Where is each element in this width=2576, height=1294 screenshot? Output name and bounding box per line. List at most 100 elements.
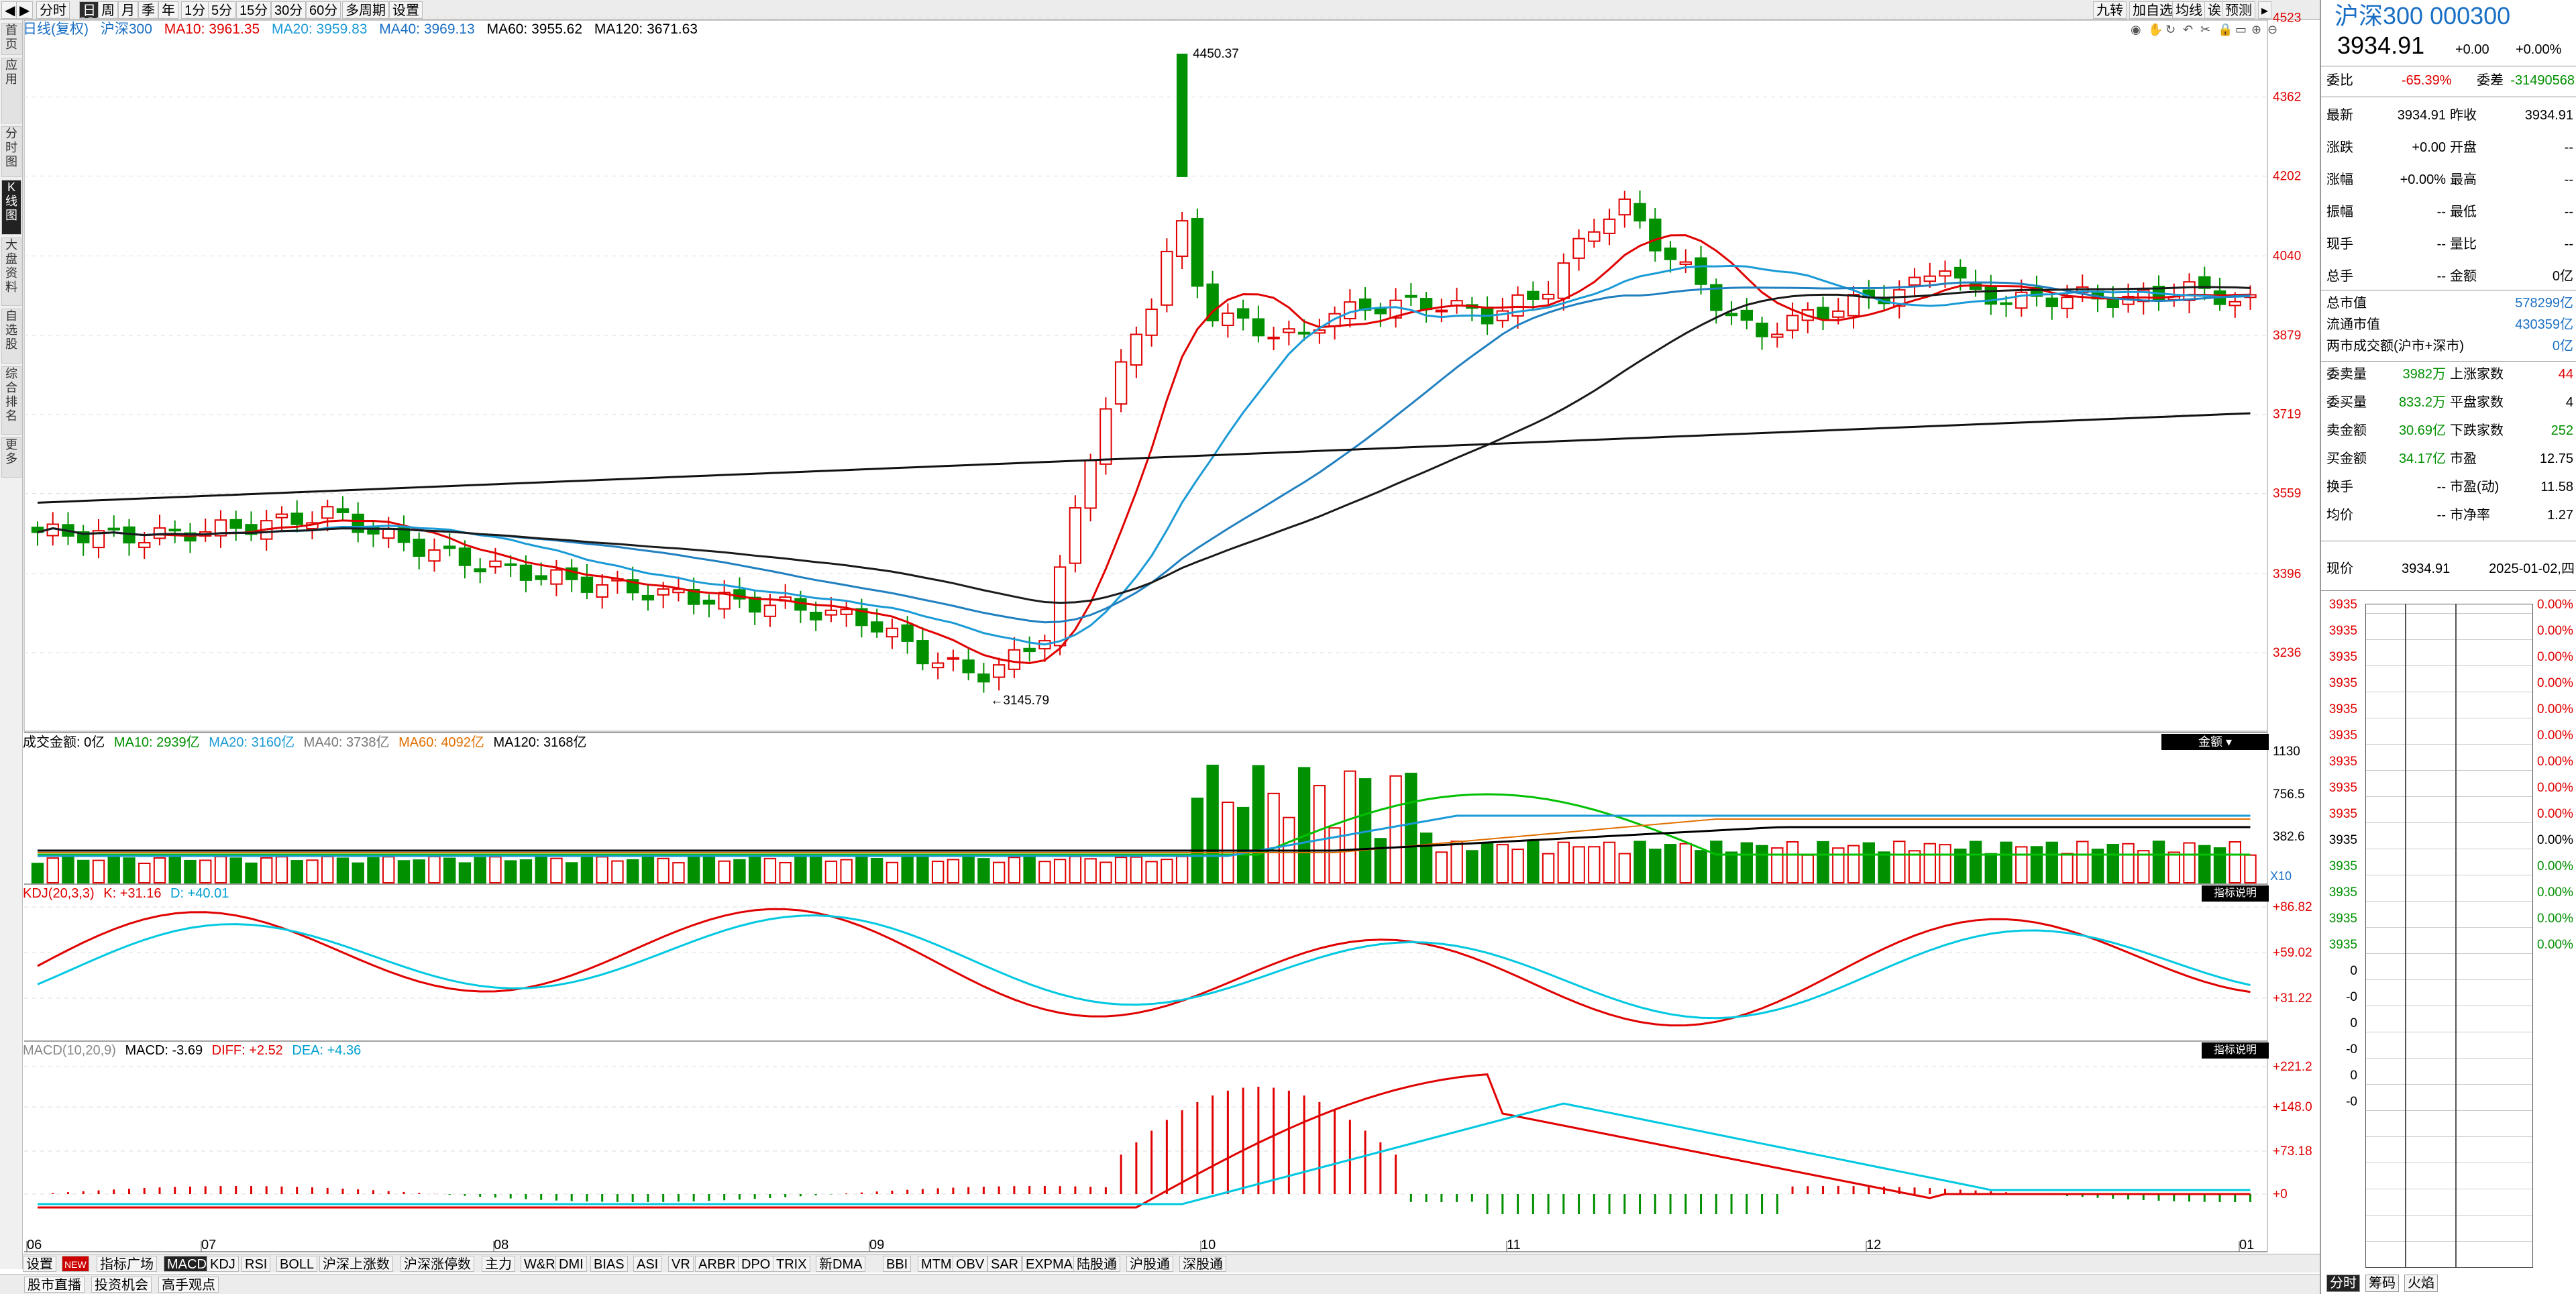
hand-icon[interactable]: ✋ [2148,23,2163,36]
indicator-tab-22[interactable]: SAR [987,1256,1022,1272]
indicator-tab-3[interactable]: MACD [164,1256,210,1272]
volume-bar [62,856,74,884]
indicator-tab-5[interactable]: RSI [241,1256,271,1272]
indicator-tab-1[interactable]: NEW [62,1256,89,1272]
sidebar-item-intraday[interactable]: 分时图 [1,126,21,177]
market-label2-3: 市盈 [2450,451,2477,466]
prev-arrow-icon[interactable]: ◀ [1,1,19,19]
period-tab-30min[interactable]: 30分 [271,1,307,19]
candle-body [2183,281,2196,301]
sidebar-item-home[interactable]: 首页 [1,23,21,55]
period-tab-1min[interactable]: 1分 [181,1,209,19]
indicator-tab-13[interactable]: ASI [633,1256,662,1272]
indicator-tab-23[interactable]: EXPMA [1022,1256,1077,1272]
kdj-help-button[interactable]: 指标说明 [2202,885,2269,902]
settings-button[interactable]: 设置 [389,1,423,19]
quote-value-1: +0.00 [2412,140,2446,155]
candle-body [1679,261,1693,265]
indicator-tab-26[interactable]: 深股通 [1179,1256,1226,1272]
zoom-in-icon[interactable]: ⊕ [2251,23,2262,36]
candle-body [1588,231,1601,242]
indicator-tab-0[interactable]: 设置 [23,1256,56,1272]
period-tab-month[interactable]: 月 [118,1,138,19]
indicator-tab-19[interactable]: BBI [883,1256,912,1272]
period-tab-intraday[interactable]: 分时 [36,1,70,19]
zoom-out-icon[interactable]: ⊖ [2267,23,2278,36]
candle-body [1130,333,1143,366]
market-label2-0: 上涨家数 [2450,367,2504,382]
indicator-tab-20[interactable]: MTM [918,1256,955,1272]
cut-icon[interactable]: ✂ [2200,23,2211,36]
window-icon[interactable]: ▭ [2235,23,2247,36]
indicator-tab-9[interactable]: 主力 [482,1256,515,1272]
lock-icon[interactable]: 🔒 [2218,23,2233,36]
sidebar-item-ranking[interactable]: 综合排名 [1,366,21,435]
period-tab-15min[interactable]: 15分 [236,1,272,19]
period-tab-60min[interactable]: 60分 [306,1,341,19]
candle-body [290,513,303,525]
ladder-pct-0: 0.00% [2537,598,2573,612]
volume-tick-label: 382.6 [2273,830,2305,844]
sidebar-item-market-info[interactable]: 大盘资料 [1,237,21,306]
volume-bar [397,860,411,884]
period-tab-day[interactable]: 日 [79,1,99,19]
indicator-tab-6[interactable]: BOLL [276,1256,318,1272]
tab-live[interactable]: 股市直播 [24,1277,85,1293]
volume-bar [2152,841,2165,883]
indicator-tab-12[interactable]: BIAS [590,1256,628,1272]
period-tab-quarter[interactable]: 季 [138,1,158,19]
kdj-tick-label: +86.82 [2273,900,2312,914]
kline-chart-area[interactable]: 4523 4362 4202 4040 3879 3719 3559 3396 3236 4450… [0,0,2320,1294]
indicator-tab-14[interactable]: VR [668,1256,694,1272]
sidebar-item-watchlist[interactable]: 自选股 [1,309,21,364]
volume-bar [1328,827,1341,883]
period-tab-5min[interactable]: 5分 [208,1,236,19]
toolbar-misc-button[interactable]: 诶 [2204,1,2224,19]
indicator-tab-2[interactable]: 指标广场 [97,1256,157,1272]
volume-bar [1923,843,1936,883]
refresh-icon[interactable]: ↻ [2165,23,2176,36]
sidebar-item-kline[interactable]: K线图 [1,180,21,235]
sidebar-item-apps[interactable]: 应用 [1,58,21,123]
quote-tab-1[interactable]: 筹码 [2365,1275,2399,1292]
add-favorite-button[interactable]: 加自选 [2129,1,2176,19]
volume-bar [1344,770,1356,883]
indicator-tab-25[interactable]: 沪股通 [1126,1256,1173,1272]
macd-help-button[interactable]: 指标说明 [2202,1042,2269,1059]
indicator-tab-17[interactable]: TRIX [773,1256,810,1272]
next-arrow-icon[interactable]: ▶ [16,1,34,19]
indicator-tab-24[interactable]: 陆股通 [1073,1256,1120,1272]
period-tab-week[interactable]: 周 [98,1,118,19]
amount-dropdown[interactable]: 金额 ▾ [2161,734,2269,750]
cap-value-0: 578299亿 [2515,296,2573,311]
candle-body [1527,290,1540,300]
toolbar-expand-icon[interactable]: ▸ [2258,1,2272,19]
period-tab-multi[interactable]: 多周期 [342,1,389,19]
macd-legend: MACD(10,20,9) MACD: -3.69 DIFF: +2.52 DE… [23,1042,366,1059]
indicator-tab-16[interactable]: DPO [738,1256,774,1272]
quote-value-3: -- [2436,205,2446,219]
weibi-value: -65.39% [2402,73,2452,88]
tab-expert[interactable]: 高手观点 [158,1277,219,1293]
indicator-tab-4[interactable]: KDJ [207,1256,239,1272]
quote-tab-2[interactable]: 火焰 [2404,1275,2438,1292]
sidebar-item-more[interactable]: 更多 [1,437,21,478]
indicator-tab-18[interactable]: 新DMA [816,1256,866,1272]
tab-opportunity[interactable]: 投资机会 [91,1277,152,1293]
eye-icon[interactable]: ◉ [2131,23,2141,36]
candle-body [1496,310,1509,321]
indicator-tab-15[interactable]: ARBR [695,1256,739,1272]
indicator-tab-8[interactable]: 沪深涨停数 [400,1256,474,1272]
jiuzhuan-button[interactable]: 九转 [2093,1,2127,19]
quote-panel: 沪深300 000300 3934.91 +0.00 +0.00% 委比 -65.39% 委… [2320,0,2576,1294]
undo-icon[interactable]: ↶ [2183,23,2194,36]
period-tab-year[interactable]: 年 [158,1,178,19]
indicator-tab-10[interactable]: W&R [521,1256,559,1272]
forecast-button[interactable]: 预测 [2222,1,2255,19]
indicator-tab-7[interactable]: 沪深上涨数 [319,1256,393,1272]
quote-tab-0[interactable]: 分时 [2326,1275,2360,1292]
indicator-tab-21[interactable]: OBV [953,1256,988,1272]
candle-body [1435,309,1448,313]
indicator-tab-11[interactable]: DMI [555,1256,587,1272]
ma-button[interactable]: 均线 [2172,1,2206,19]
